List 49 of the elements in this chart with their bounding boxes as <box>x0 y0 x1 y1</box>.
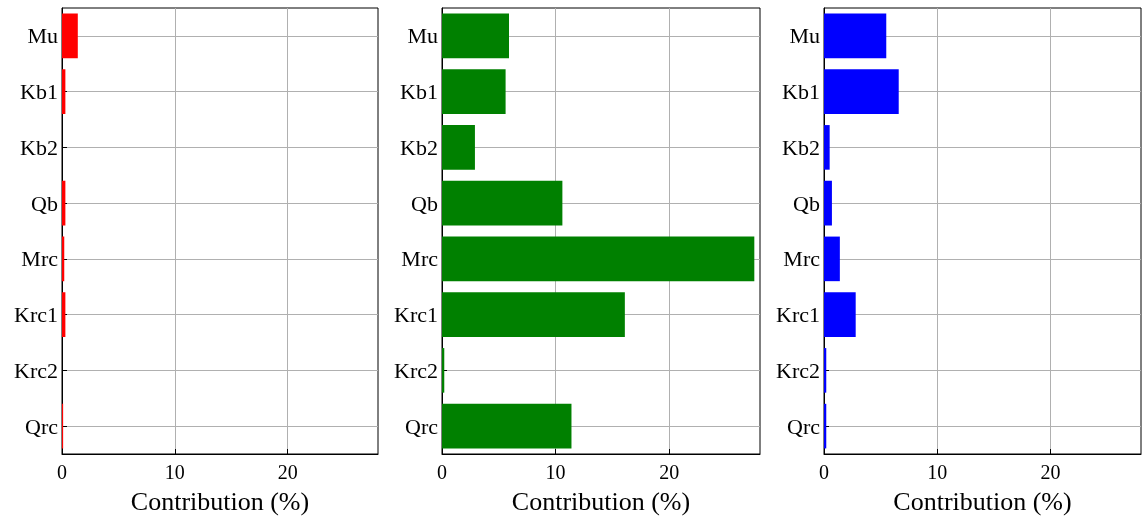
x-axis-title: Contribution (%) <box>130 486 310 516</box>
x-axis-title: Contribution (%) <box>893 486 1072 516</box>
y-tick-label: Krc1 <box>776 302 820 328</box>
y-tick-label: Kb1 <box>782 79 820 105</box>
y-tick-label: Krc2 <box>394 357 438 383</box>
y-tick-label: Mrc <box>21 246 59 272</box>
bar <box>824 180 832 226</box>
y-tick-label: Krc2 <box>14 357 58 383</box>
x-tick-label: 0 <box>437 461 447 483</box>
y-tick-label: Qb <box>793 190 820 216</box>
y-tick-label: Kb2 <box>782 134 820 160</box>
y-tick-label: Kb1 <box>20 79 58 105</box>
bar <box>824 13 887 59</box>
y-tick-label: Mu <box>27 23 58 49</box>
y-tick-label: Krc2 <box>776 357 820 383</box>
x-tick-label: 20 <box>1040 461 1061 483</box>
bar <box>442 180 563 226</box>
y-tick-label: Kb2 <box>400 134 438 160</box>
y-tick-label: Qrc <box>405 413 439 439</box>
bar <box>824 292 856 337</box>
y-tick-label: Kb1 <box>400 79 438 105</box>
y-tick-label: Krc1 <box>14 302 58 328</box>
bar <box>442 236 755 282</box>
bar <box>442 125 475 170</box>
y-tick-label: Qb <box>31 190 58 216</box>
bar <box>442 292 625 337</box>
y-tick-label: Mu <box>789 23 820 49</box>
x-axis-title: Contribution (%) <box>511 486 691 516</box>
y-tick-label: Kb2 <box>20 134 58 160</box>
x-tick-label: 10 <box>164 461 185 483</box>
x-tick-label: 10 <box>927 461 948 483</box>
y-tick-label: Mrc <box>783 246 821 272</box>
bar <box>442 403 572 449</box>
y-tick-label: Qrc <box>787 413 821 439</box>
y-tick-label: Mu <box>407 23 438 49</box>
bar <box>442 69 506 114</box>
y-tick-label: Krc1 <box>394 302 438 328</box>
x-tick-label: 0 <box>57 461 67 483</box>
y-tick-label: Qb <box>411 190 438 216</box>
y-tick-label: Mrc <box>401 246 439 272</box>
bar <box>442 13 510 59</box>
x-tick-label: 20 <box>277 461 298 483</box>
x-tick-label: 0 <box>819 461 829 483</box>
bar <box>824 236 840 282</box>
y-tick-label: Qrc <box>25 413 59 439</box>
bar <box>824 69 899 114</box>
bar <box>824 125 830 170</box>
x-tick-label: 20 <box>659 461 680 483</box>
x-tick-label: 10 <box>545 461 566 483</box>
